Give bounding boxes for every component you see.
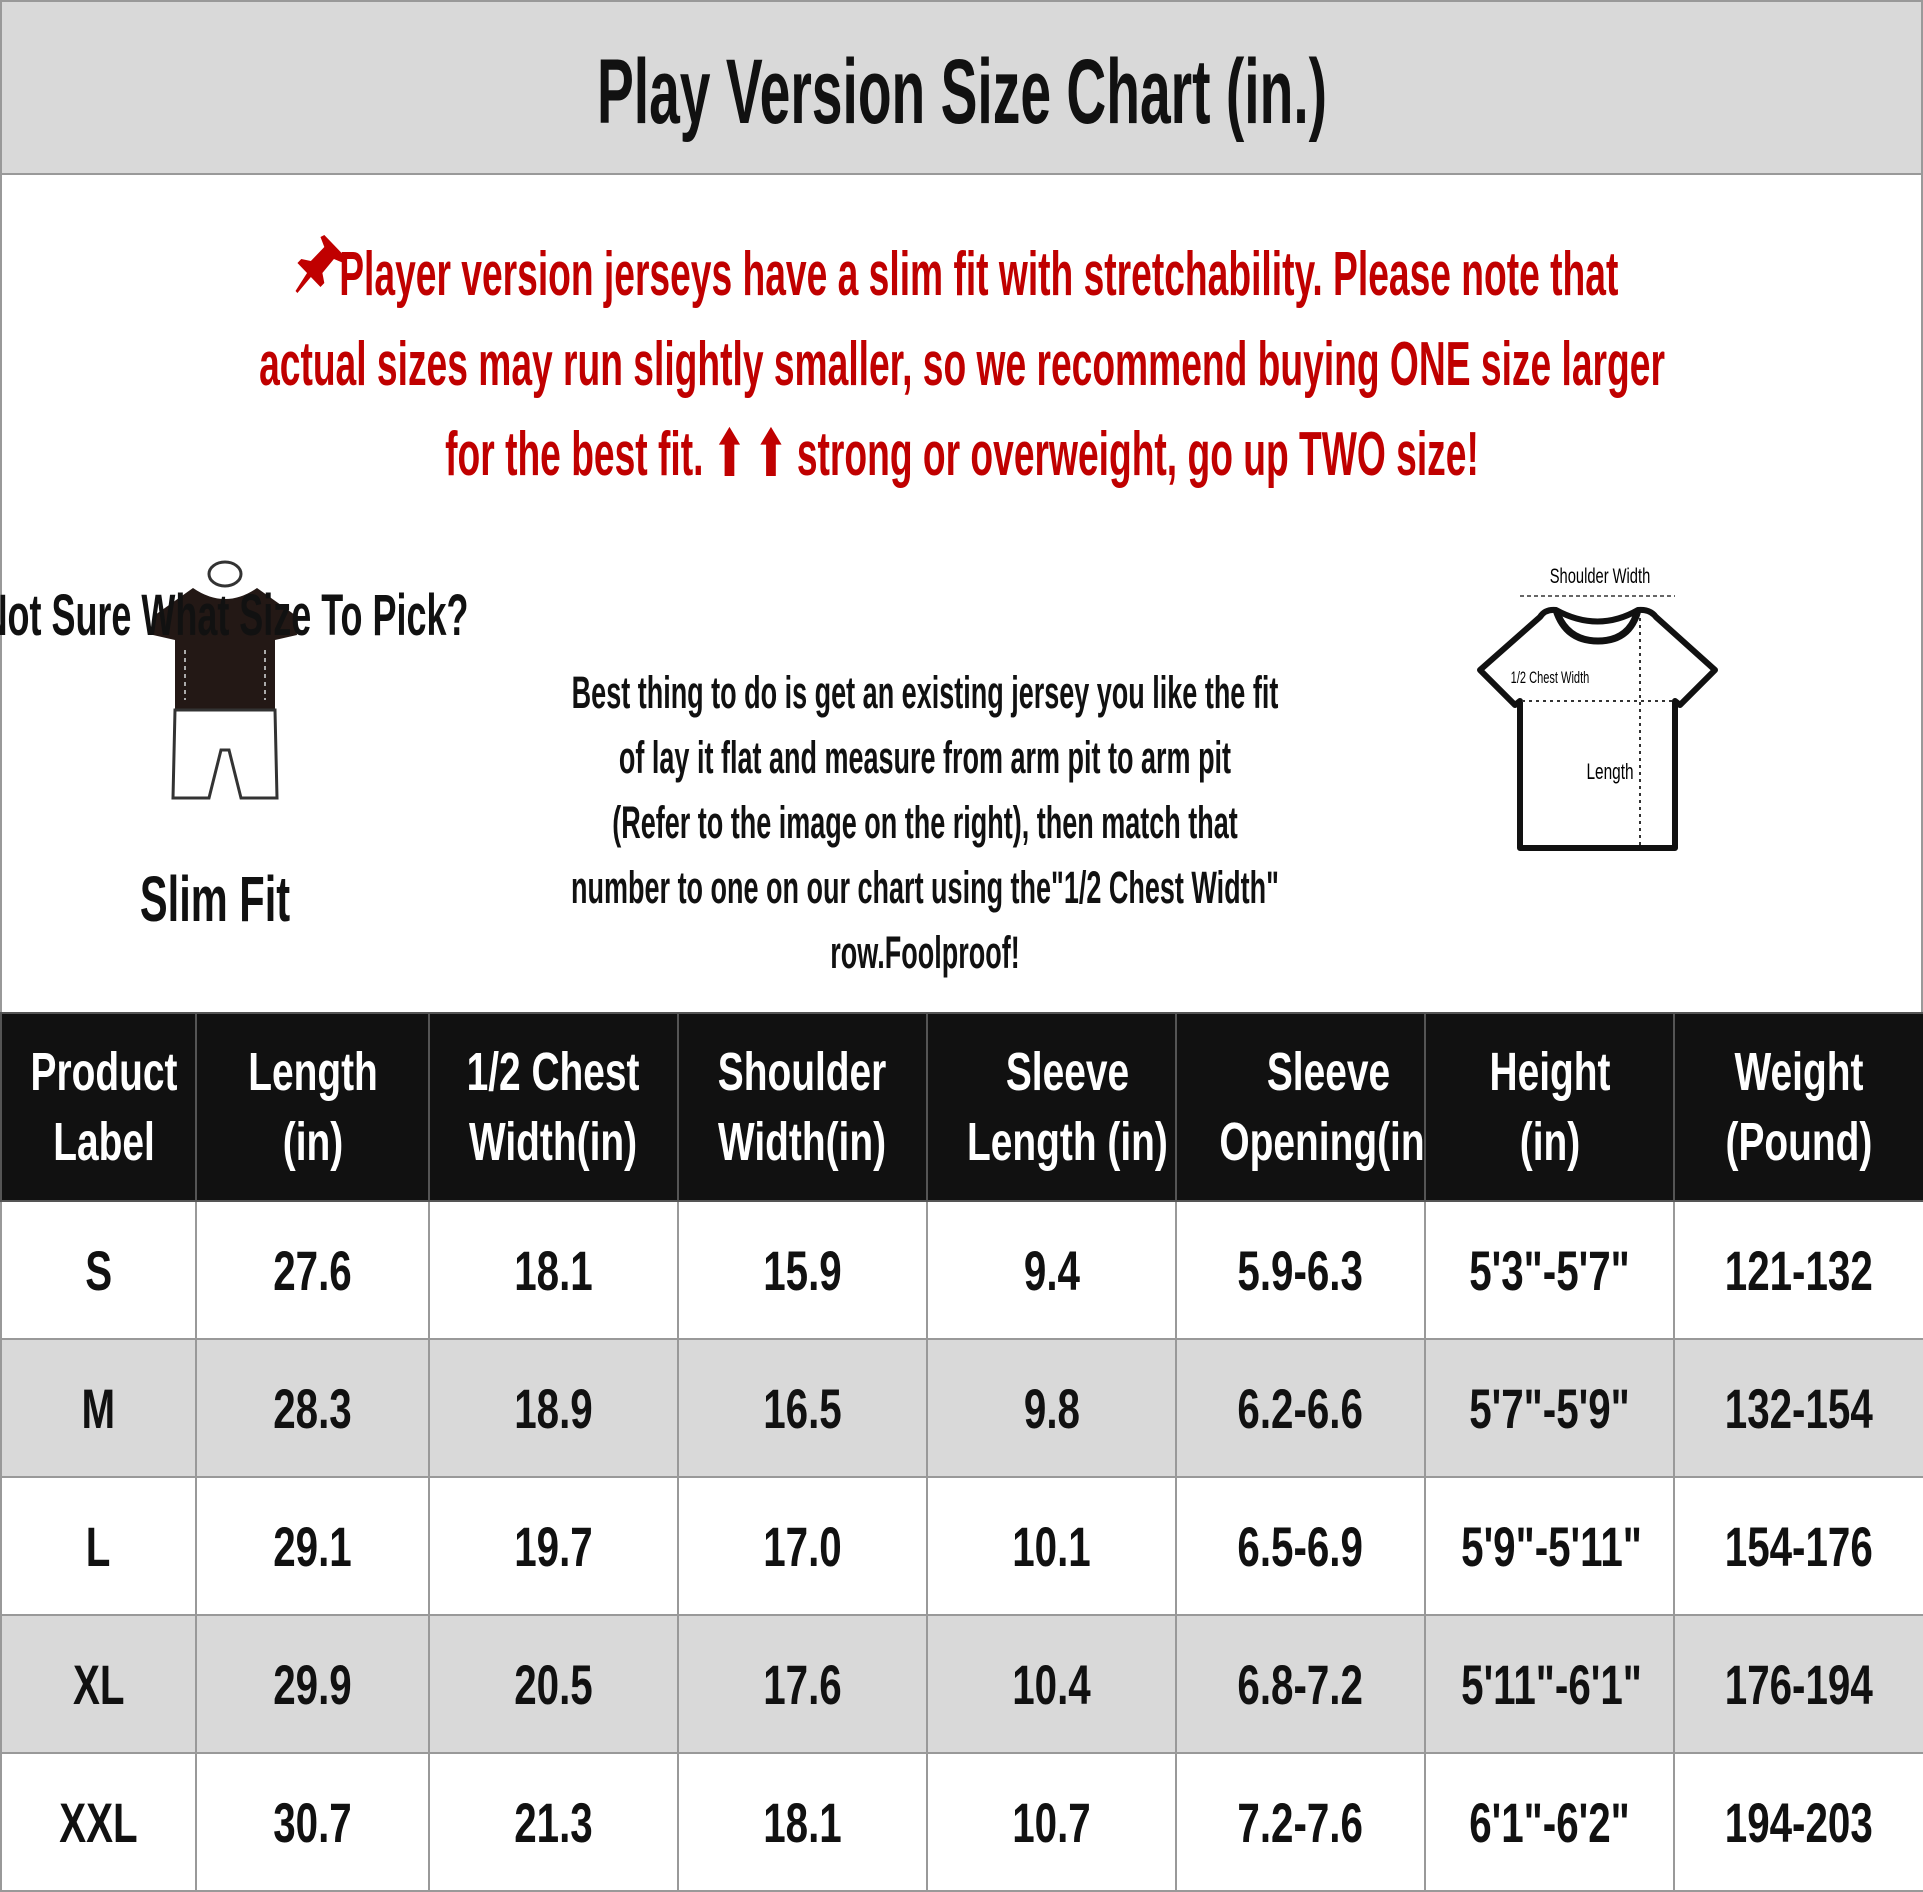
table-cell: 6.2-6.6	[1175, 1338, 1426, 1478]
tshirt-measurement-icon: Shoulder Width 1/2 Chest Width Length	[1470, 555, 1730, 855]
table-cell: 194-203	[1673, 1752, 1923, 1892]
table-cell: 6'1"-6'2"	[1424, 1752, 1675, 1892]
table-cell: 17.0	[677, 1476, 928, 1616]
table-cell: 18.9	[428, 1338, 679, 1478]
table-cell: 5'11"-6'1"	[1424, 1614, 1675, 1754]
table-cell: 176-194	[1673, 1614, 1923, 1754]
table-cell: 10.1	[926, 1476, 1177, 1616]
table-row: M 28.3 18.9 16.5 9.8 6.2-6.6 5'7"-5'9" 132-154	[0, 1338, 1923, 1478]
info-panel	[0, 175, 1923, 1012]
table-row: XXL 30.7 21.3 18.1 10.7 7.2-7.6 6'1"-6'2" 194-2…	[0, 1752, 1923, 1892]
slim-fit-label: Slim Fit	[139, 863, 291, 935]
column-header: 1/2 Chest Width(in)	[428, 1012, 679, 1202]
table-cell: 7.2-7.6	[1175, 1752, 1426, 1892]
table-cell: 6.5-6.9	[1175, 1476, 1426, 1616]
fit-notice: Player version jerseys have a slim fit w…	[61, 230, 1861, 500]
table-cell: 17.6	[677, 1614, 928, 1754]
table-cell: 9.8	[926, 1338, 1177, 1478]
table-cell: 16.5	[677, 1338, 928, 1478]
table-cell: 21.3	[428, 1752, 679, 1892]
table-row: S 27.6 18.1 15.9 9.4 5.9-6.3 5'3"-5'7" 121-132	[0, 1200, 1923, 1340]
column-header: Weight (Pound)	[1673, 1012, 1923, 1202]
size-chart-table: Product Label Length (in) 1/2 Chest Width(in)…	[0, 1012, 1923, 1892]
table-cell: 20.5	[428, 1614, 679, 1754]
table-cell: 15.9	[677, 1200, 928, 1340]
table-cell: XXL	[0, 1752, 197, 1892]
table-cell: 29.1	[195, 1476, 430, 1616]
pushpin-icon	[295, 230, 349, 320]
help-heading: Not Sure What Size To Pick?	[0, 583, 469, 648]
table-cell: 9.4	[926, 1200, 1177, 1340]
table-cell: 5'3"-5'7"	[1424, 1200, 1675, 1340]
mannequin-icon	[153, 560, 297, 800]
table-cell: L	[0, 1476, 197, 1616]
help-text: Best thing to do is get an existing jers…	[571, 667, 1279, 978]
table-cell: 6.8-7.2	[1175, 1614, 1426, 1754]
table-cell: 5'9"-5'11"	[1424, 1476, 1675, 1616]
table-cell: 5.9-6.3	[1175, 1200, 1426, 1340]
column-header: Length (in)	[195, 1012, 430, 1202]
table-cell: 29.9	[195, 1614, 430, 1754]
column-header: Height (in)	[1424, 1012, 1675, 1202]
table-cell: 27.6	[195, 1200, 430, 1340]
table-cell: 28.3	[195, 1338, 430, 1478]
table-cell: 10.7	[926, 1752, 1177, 1892]
page-title: Play Version Size Chart (in.)	[596, 41, 1327, 143]
table-cell: 10.4	[926, 1614, 1177, 1754]
table-cell: S	[0, 1200, 197, 1340]
table-cell: M	[0, 1338, 197, 1478]
table-row: XL 29.9 20.5 17.6 10.4 6.8-7.2 5'11"-6'1" 176-1…	[0, 1614, 1923, 1754]
table-cell: 18.1	[428, 1200, 679, 1340]
table-cell: 30.7	[195, 1752, 430, 1892]
up-arrows-icon: ⬆ ⬆	[713, 420, 786, 489]
column-header: Shoulder Width(in)	[677, 1012, 928, 1202]
table-cell: 19.7	[428, 1476, 679, 1616]
column-header: Product Label	[0, 1012, 197, 1202]
table-cell: 132-154	[1673, 1338, 1923, 1478]
table-header-row: Product Label Length (in) 1/2 Chest Width(in)…	[0, 1012, 1923, 1202]
table-cell: 5'7"-5'9"	[1424, 1338, 1675, 1478]
table-cell: 121-132	[1673, 1200, 1923, 1340]
table-cell: XL	[0, 1614, 197, 1754]
column-header: Sleeve Length (in)	[926, 1012, 1177, 1202]
table-cell: 18.1	[677, 1752, 928, 1892]
table-cell: 154-176	[1673, 1476, 1923, 1616]
table-row: L 29.1 19.7 17.0 10.1 6.5-6.9 5'9"-5'11" 154-17…	[0, 1476, 1923, 1616]
title-bar	[0, 0, 1923, 175]
column-header: Sleeve Opening(in)	[1175, 1012, 1426, 1202]
